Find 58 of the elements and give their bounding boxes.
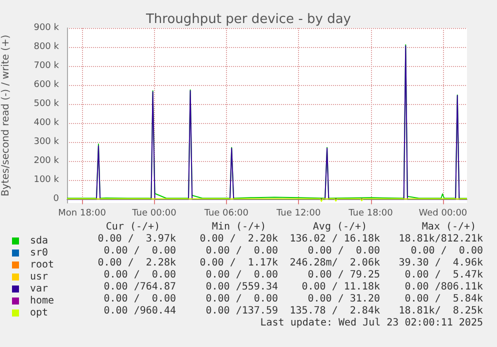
x-tick-label: Tue 00:00 (131, 208, 177, 218)
x-tick-label: Tue 06:00 (203, 208, 249, 218)
text: 0.00 /764.87 (104, 282, 176, 292)
text: Max (-/+) (422, 222, 476, 232)
x-tick-label: Mon 18:00 (58, 208, 106, 218)
text: 0.00 / 0.00 (206, 246, 278, 256)
text: 0.00 / 5.84k (404, 294, 483, 304)
text: 0.00 / 0.00 (104, 270, 176, 280)
text: 0.00 / 0.00 (206, 294, 278, 304)
text: 0.00 / 2.28k (98, 258, 176, 268)
legend-label: usr (30, 272, 48, 282)
text: 0.00 / 2.20k (200, 234, 278, 244)
y-tick-label: 200 k (34, 156, 60, 166)
text: Avg (-/+) (312, 222, 368, 232)
text: 0.00 / 0.00 (410, 246, 483, 256)
text: 0.00 / 0.00 (308, 246, 380, 256)
text: 0.00 / 3.97k (98, 234, 176, 244)
legend-label: sda (30, 236, 48, 246)
y-tick-label: 500 k (34, 99, 60, 110)
text: 0.00 / 0.00 (206, 270, 278, 280)
y-tick-label: 300 k (34, 137, 60, 148)
text: 0.00 / 79.25 (308, 270, 380, 280)
text: 39.30 / 4.96k (398, 258, 483, 268)
text: 0.00 /559.34 (206, 282, 278, 292)
legend-label: opt (30, 308, 48, 318)
y-tick-label: 900 k (34, 23, 60, 33)
y-tick-label: 800 k (34, 42, 60, 52)
text: 0.00 /806.11k (404, 282, 483, 292)
text: 0.00 / 0.00 (104, 246, 176, 256)
x-tick-label: Tue 18:00 (348, 208, 394, 218)
text: Last update: Wed Jul 23 02:00:11 2025 (260, 318, 483, 328)
text: 135.78 / 2.84k (290, 306, 380, 316)
text: Min (-/+) (212, 222, 266, 232)
legend-label: root (30, 260, 54, 270)
y-tick-label: 0 (53, 194, 60, 204)
text: 0.00 / 11.18k (302, 282, 380, 292)
text: 0.00 /960.44 (104, 306, 176, 316)
x-tick-label: Tue 12:00 (275, 208, 321, 218)
text: 0.00 /137.59 (206, 306, 278, 316)
text: Cur (-/+) (106, 222, 160, 232)
legend-label: home (30, 296, 54, 306)
text: 0.00 / 5.47k (404, 270, 483, 280)
x-tick-label: Wed 00:00 (418, 208, 468, 218)
text: 18.81k/ 8.25k (398, 306, 483, 316)
y-tick-label: 600 k (34, 80, 60, 90)
text: 0.00 / 1.17k (200, 258, 278, 268)
y-tick-label: 100 k (34, 175, 60, 186)
text: 0.00 / 0.00 (104, 294, 176, 304)
text: 0.00 / 31.20 (308, 294, 380, 304)
text: 18.81k/812.21k (398, 234, 483, 244)
text: 136.02 / 16.18k (290, 234, 380, 244)
legend-label: var (30, 284, 48, 294)
y-tick-label: 400 k (34, 118, 60, 128)
y-tick-label: 700 k (34, 61, 60, 72)
text: 246.28m/ 2.06k (290, 258, 380, 268)
y-axis-title: Bytes/second read (-) / write (+) (0, 34, 12, 196)
chart-title: Throughput per device - by day (144, 12, 352, 27)
legend-label: sr0 (30, 248, 48, 258)
